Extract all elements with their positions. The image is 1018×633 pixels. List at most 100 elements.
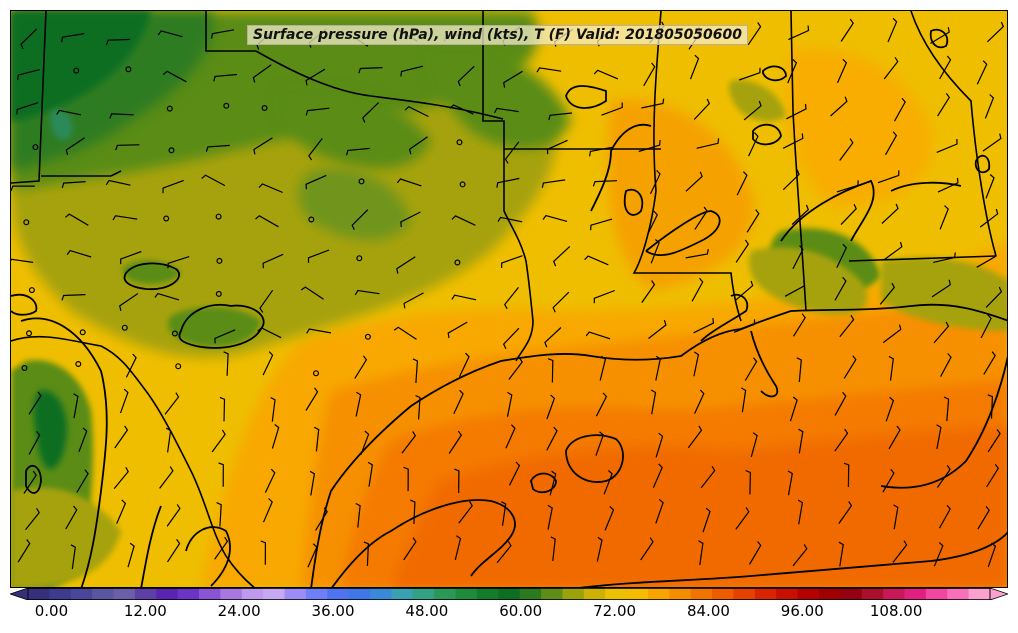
wind-barb (834, 428, 849, 452)
calm-wind-marker (79, 329, 86, 336)
colorbar-swatch (968, 588, 991, 600)
wind-barb (259, 289, 274, 313)
wind-barb (451, 215, 476, 226)
wind-barb (750, 432, 758, 457)
wind-barb (65, 213, 89, 226)
wind-barb (61, 181, 86, 189)
colorbar-tick-label: 24.00 (217, 602, 261, 620)
wind-barb (604, 506, 615, 531)
wind-barb (264, 468, 276, 493)
colorbar-swatch (241, 588, 264, 600)
wind-barb (791, 204, 810, 225)
wind-barb (396, 256, 416, 274)
wind-barb (982, 133, 1002, 152)
wind-barb (650, 389, 657, 415)
wind-barb (306, 328, 332, 334)
wind-barb (840, 18, 854, 42)
wind-barb (744, 357, 758, 381)
wind-barb (786, 103, 807, 120)
wind-barb (503, 70, 523, 88)
wind-barb (401, 431, 417, 454)
wind-barb (504, 141, 520, 164)
wind-barb (165, 427, 172, 453)
temperature-field-map (11, 11, 1007, 587)
wind-barb (28, 391, 42, 415)
calm-wind-marker (166, 105, 173, 112)
wind-barb (300, 286, 324, 300)
wind-barb (403, 537, 417, 561)
wind-barb (305, 68, 326, 86)
wind-barb (270, 396, 276, 422)
wind-barb (735, 280, 754, 301)
wind-barb (114, 425, 129, 449)
colorbar-swatch (134, 588, 157, 600)
wind-barb (830, 96, 848, 117)
wind-barb (105, 179, 131, 186)
colorbar-tick-label: 72.00 (593, 602, 637, 620)
colorbar-swatch (348, 588, 371, 600)
wind-barb (314, 426, 320, 452)
wind-barb (700, 465, 716, 489)
wind-barb (503, 287, 519, 310)
wind-barb (787, 58, 798, 84)
map-title: Surface pressure (hPa), wind (kts), T (F… (247, 25, 749, 45)
wind-barb (354, 355, 368, 379)
wind-barb (698, 540, 704, 566)
colorbar-swatch (861, 588, 884, 600)
wind-barb (796, 357, 802, 382)
wind-barb (205, 144, 230, 152)
wind-barb (496, 541, 512, 564)
colorbar-swatch (712, 588, 735, 600)
colorbar-swatch (263, 588, 286, 600)
wind-barb (655, 432, 664, 458)
wind-barb (797, 499, 804, 525)
colorbar-swatch (947, 588, 970, 600)
wind-barbs (11, 17, 1005, 570)
colorbar-swatch (327, 588, 350, 600)
wind-barb (933, 252, 956, 263)
wind-barb (881, 203, 899, 224)
wind-barb (262, 253, 284, 269)
wind-barb (640, 537, 654, 561)
wind-barb (736, 171, 748, 196)
wind-barb (984, 94, 995, 119)
wind-barb (408, 136, 428, 155)
wind-barb (748, 132, 759, 157)
wind-barb (502, 327, 520, 349)
wind-barb (593, 69, 619, 80)
colorbar-swatch (904, 588, 927, 600)
wind-barb (105, 38, 131, 46)
wind-barb (745, 470, 752, 495)
colorbar-swatch (455, 588, 478, 600)
wind-barb (596, 536, 603, 562)
colorbar-tick-label: 12.00 (123, 602, 167, 620)
colorbar-swatch (690, 588, 713, 600)
wind-barb (792, 313, 806, 337)
wind-barb (493, 107, 519, 114)
wind-barb (25, 507, 40, 531)
colorbar-swatch (70, 588, 93, 600)
wind-barb (73, 393, 79, 419)
wind-barb (685, 171, 703, 192)
wind-barb (252, 64, 272, 83)
colorbar-swatch (669, 588, 692, 600)
wind-barb (877, 170, 900, 184)
wind-barb (410, 499, 416, 525)
wind-barb (784, 280, 806, 297)
wind-barb (454, 468, 460, 494)
wind-barb (931, 279, 951, 298)
calm-wind-marker (32, 144, 39, 151)
wind-barb (258, 183, 283, 194)
wind-barb (987, 542, 997, 568)
wind-barb (505, 424, 516, 449)
wind-barb (23, 470, 37, 494)
wind-barb (689, 54, 700, 80)
wind-barb (162, 179, 184, 194)
wind-barb (691, 277, 704, 302)
wind-barb (113, 467, 129, 489)
wind-barb (746, 209, 760, 233)
wind-barb (506, 391, 513, 417)
colorbar-swatch (519, 588, 542, 600)
calm-wind-marker (163, 215, 170, 222)
wind-barb (977, 506, 990, 530)
